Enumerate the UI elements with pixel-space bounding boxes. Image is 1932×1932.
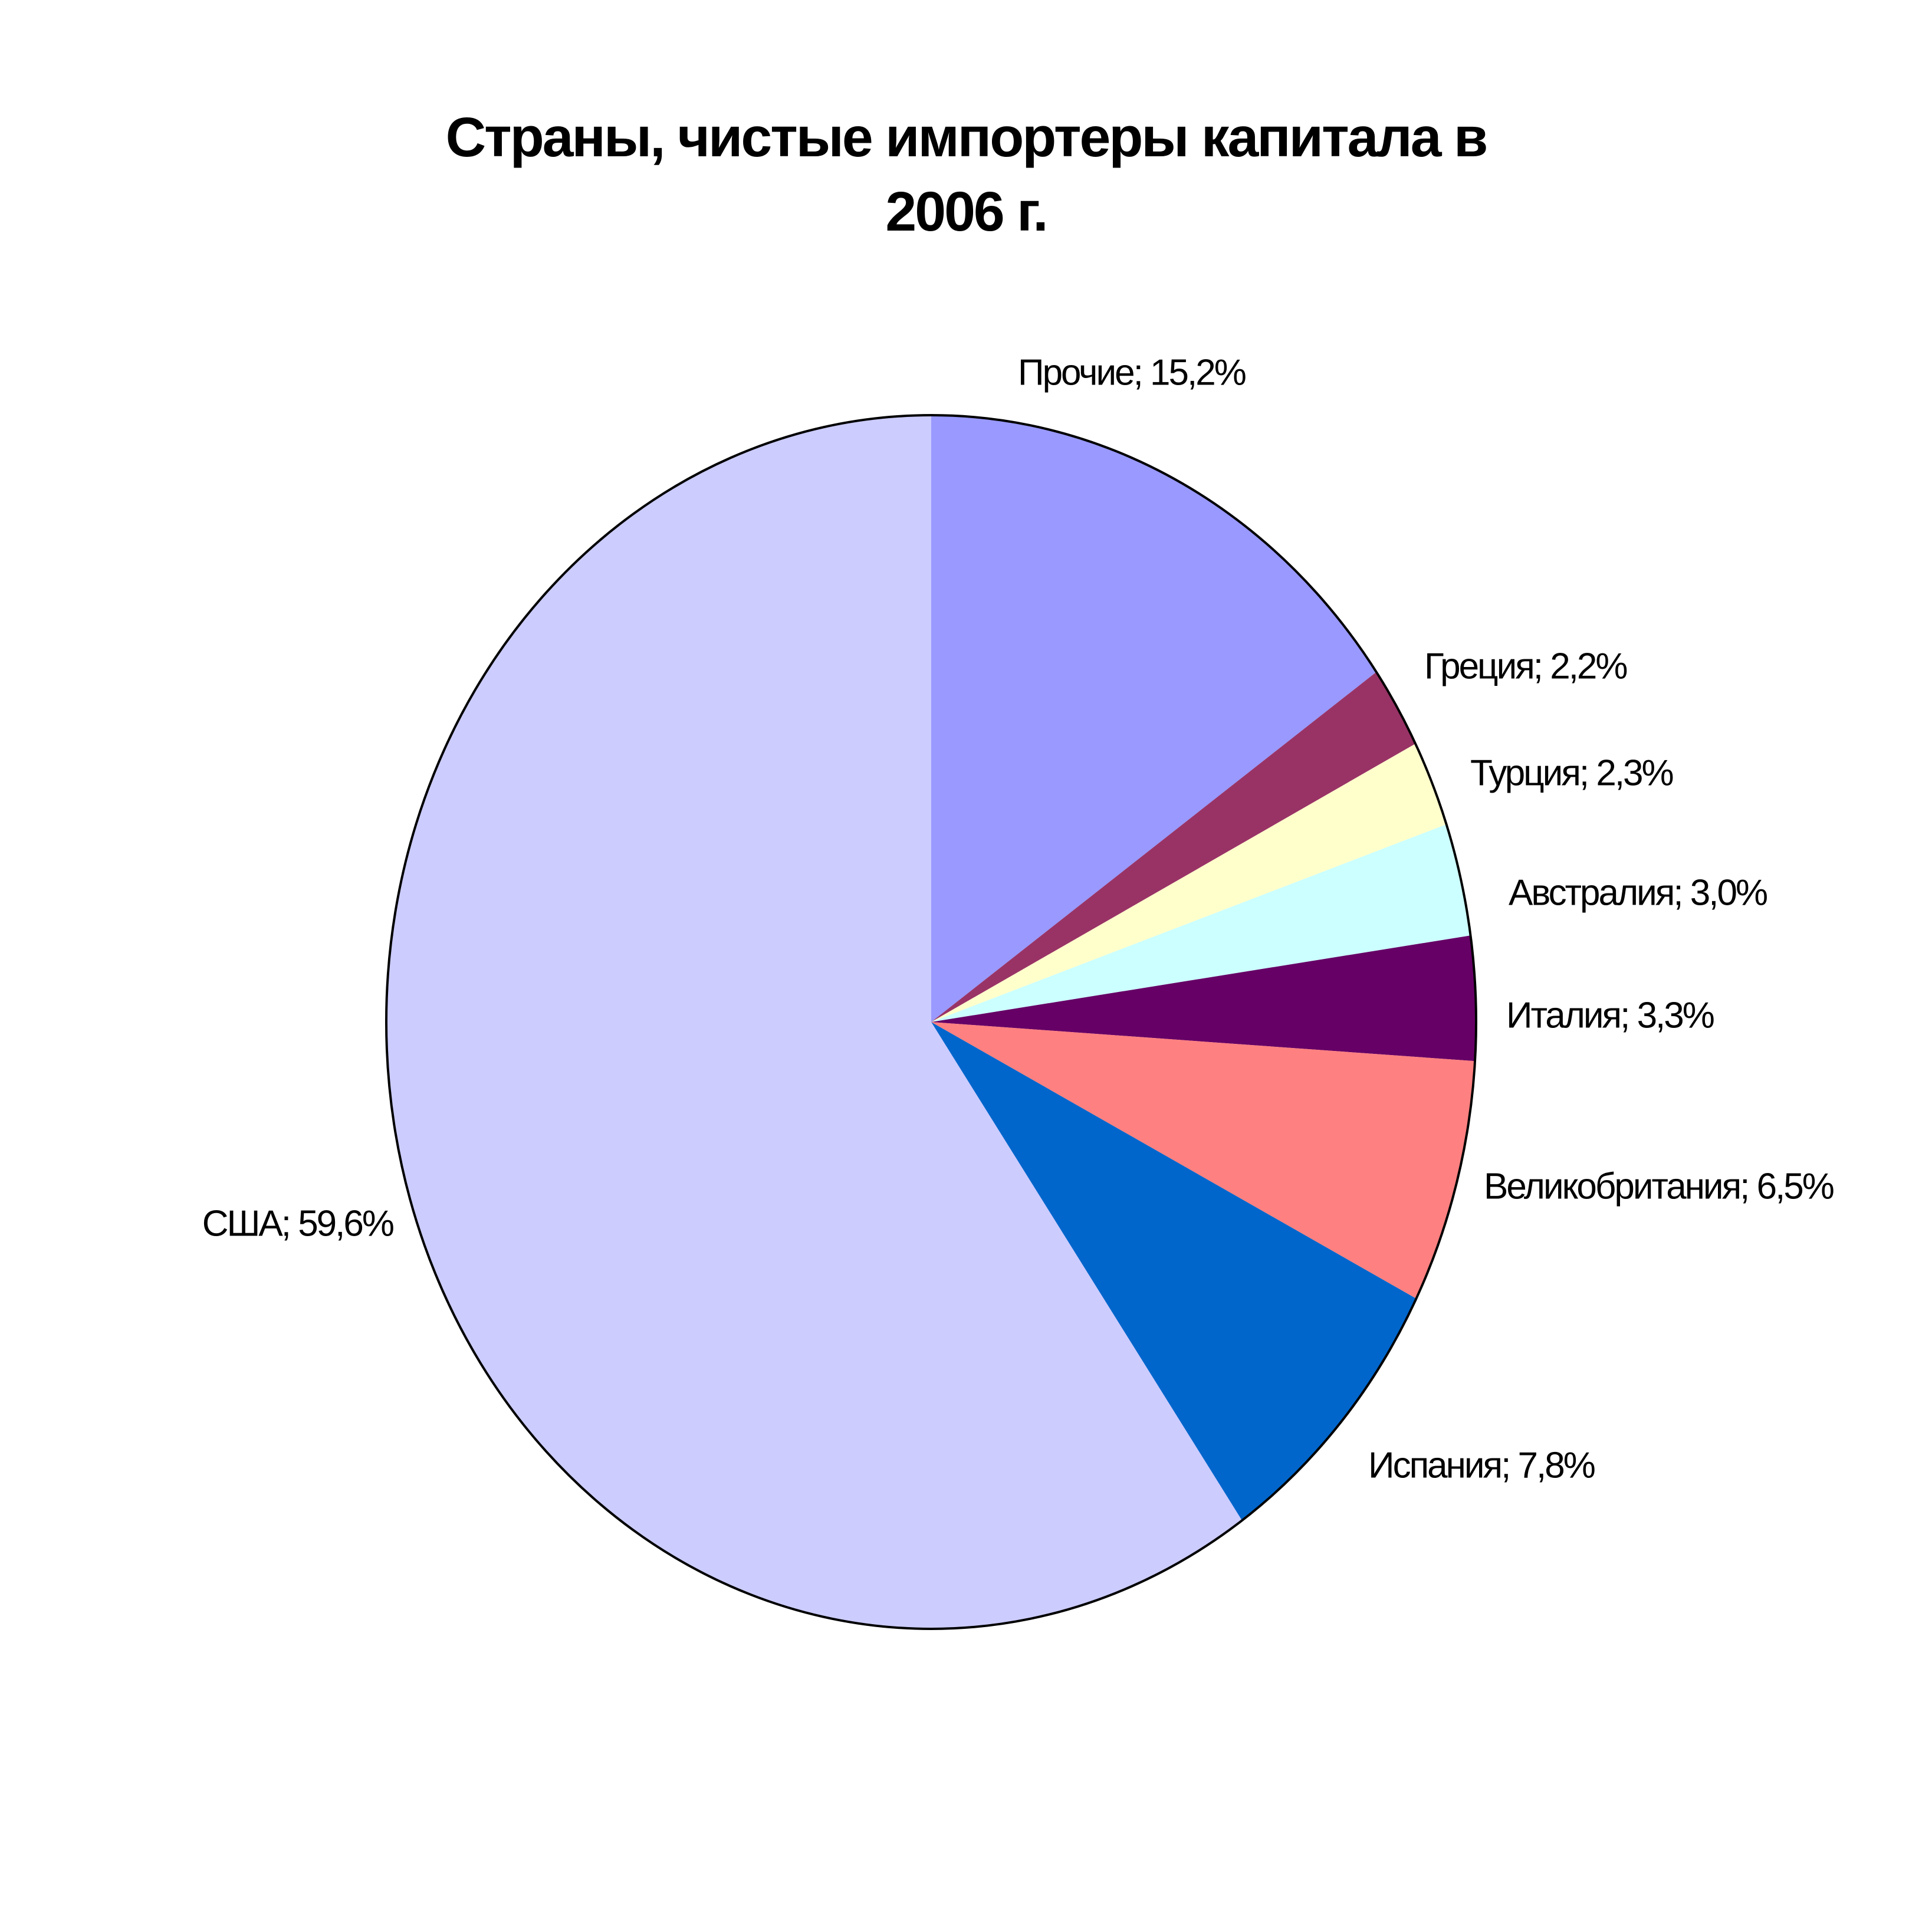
data-label: Австралия; 3,0% — [1509, 872, 1767, 913]
pie-slice — [386, 415, 1243, 1629]
pie-slice — [931, 415, 1376, 1022]
pie-slice — [931, 1022, 1417, 1521]
pie-slice — [931, 744, 1447, 1022]
data-label: США; 59,6% — [202, 1203, 393, 1244]
data-label: Италия; 3,3% — [1506, 995, 1714, 1036]
pie-slice — [931, 935, 1476, 1062]
pie-outline — [385, 414, 1477, 1630]
data-label: Испания; 7,8% — [1368, 1445, 1595, 1486]
pie-slice — [931, 672, 1416, 1022]
slices — [385, 414, 1477, 1630]
chart-title: Страны, чистые импортеры капитала в 2006 … — [446, 106, 1487, 243]
data-label: Турция; 2,3% — [1470, 753, 1673, 793]
data-label: Греция; 2,2% — [1424, 646, 1627, 686]
data-label: Прочие; 15,2% — [1018, 352, 1246, 393]
pie-slice — [931, 824, 1471, 1022]
pie-slice — [931, 1022, 1476, 1299]
data-label: Великобритания; 6,5% — [1484, 1166, 1834, 1207]
